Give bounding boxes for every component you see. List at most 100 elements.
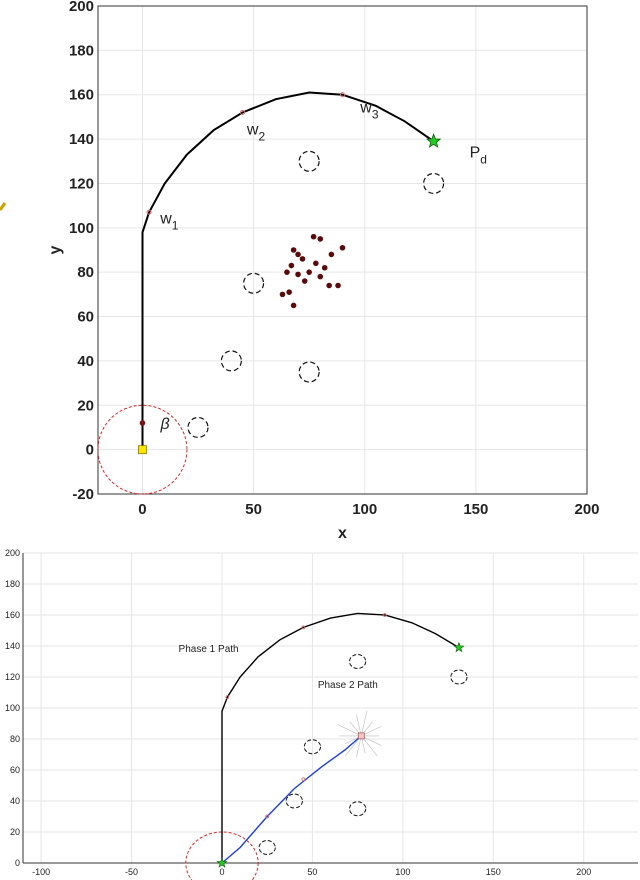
y-tick-label: 60: [10, 765, 20, 775]
x-tick-label: -50: [125, 867, 138, 877]
waypoint-label-main: w: [359, 99, 372, 116]
obstacle-circle: [258, 840, 276, 855]
waypoint-label-main: w: [246, 122, 259, 139]
y-tick-label: 160: [5, 610, 20, 620]
sensor-ray: [356, 735, 362, 758]
phase-2-marker: [265, 814, 270, 819]
y-tick-label: 140: [5, 641, 20, 651]
swarm-agent-point: [279, 291, 286, 298]
y-tick-label: 180: [5, 579, 20, 589]
swarm-agent-point: [286, 289, 292, 295]
y-tick-label: 200: [5, 548, 20, 558]
swarm-agent-point: [326, 282, 332, 289]
waypoint-label-main: w: [159, 210, 172, 227]
swarm-agent-point: [317, 273, 324, 280]
goal-label: Pd: [470, 144, 487, 166]
goal-label-subscript: d: [480, 152, 487, 166]
y-tick-label: 0: [15, 858, 20, 868]
waypoint-marker: [301, 625, 306, 630]
y-tick-label: 160: [69, 87, 94, 104]
edge-artifact-mark: [0, 202, 7, 211]
obstacle-circle: [303, 739, 322, 755]
sensor-ray: [356, 714, 362, 736]
phase-2-path-label: Phase 2 Path: [318, 680, 378, 691]
beta-label: β: [159, 416, 169, 433]
plot-frame: [97, 5, 588, 495]
waypoint-label: w1: [159, 210, 179, 232]
swarm-agent-point: [299, 256, 306, 262]
obstacle-circle: [348, 654, 367, 669]
goal-star-marker: [425, 133, 442, 148]
y-tick-label: 40: [10, 796, 20, 806]
swarm-agent-point: [295, 271, 301, 278]
swarm-agent-point: [288, 262, 295, 269]
sensor-ray: [361, 726, 382, 737]
x-tick-label: 50: [307, 867, 317, 877]
waypoint-marker: [239, 109, 245, 115]
swarm-agent-point: [290, 247, 297, 253]
obstacle-circle: [187, 416, 209, 439]
waypoint-marker: [146, 209, 152, 215]
swarm-agent-point: [310, 233, 317, 240]
phase-2-path-line: [221, 735, 362, 864]
top-plot: 0 50 100 150 200 -20 0 20 40 60 80 100 120 140 160 180 2…: [0, 0, 600, 540]
beta-marker: [139, 420, 146, 426]
x-axis-label: x: [338, 525, 347, 540]
start-star-marker: [216, 857, 228, 868]
y-tick-label: 80: [77, 264, 94, 281]
x-tick-label: 100: [395, 867, 410, 877]
waypoint-label-subscript: 3: [372, 107, 379, 121]
y-tick-label: 0: [86, 442, 94, 459]
bottom-plot: -100 -50 0 50 100 150 200 0 20 40 60 80 100 120 140 160…: [5, 548, 638, 880]
swarm-agent-point: [301, 278, 308, 284]
y-tick-label: -20: [72, 486, 94, 503]
goal-label-main: P: [470, 144, 481, 161]
x-tick-label: 200: [576, 867, 591, 877]
y-tick-label: 100: [69, 220, 94, 237]
goal-star-marker: [453, 641, 465, 653]
x-tick-label: 0: [219, 867, 224, 877]
waypoint-marker: [382, 613, 387, 617]
obstacle-circle: [423, 172, 445, 195]
obstacle-circle: [450, 669, 468, 685]
x-tick-label: 50: [245, 501, 262, 518]
swarm-position-marker: [357, 732, 365, 740]
y-tick-label: 120: [69, 175, 94, 192]
waypoint-marker: [340, 92, 345, 98]
y-tick-label: 200: [69, 0, 94, 15]
phase-1-path-line: [221, 612, 460, 863]
y-tick-label: 140: [69, 131, 94, 148]
swarm-agent-point: [328, 251, 335, 258]
y-tick-label: 180: [69, 42, 94, 59]
obstacle-circle: [242, 272, 265, 294]
swarm-agent-point: [335, 282, 341, 289]
swarm-agent-point: [321, 264, 328, 271]
obstacle-circle: [285, 793, 303, 809]
x-tick-label: 0: [138, 501, 146, 518]
sensor-ray: [344, 735, 362, 757]
sensor-ray: [361, 735, 382, 746]
swarm-agent-point: [339, 244, 346, 251]
x-tick-label: 150: [463, 501, 488, 518]
planned-path-line: [141, 91, 435, 450]
y-tick-label: 40: [77, 353, 94, 370]
waypoint-label-subscript: 1: [172, 218, 179, 232]
phase-2-marker: [301, 777, 306, 782]
start-marker: [138, 445, 147, 455]
waypoint-label: w2: [246, 122, 266, 144]
y-axis-label: y: [47, 245, 64, 254]
swarm-agent-point: [313, 260, 319, 267]
obstacle-circle: [348, 801, 367, 817]
y-tick-label: 80: [10, 734, 20, 744]
y-tick-label: 20: [77, 397, 94, 414]
swarm-agent-point: [284, 269, 290, 275]
sensor-ray: [360, 710, 368, 736]
y-tick-label: 100: [5, 703, 20, 713]
sensing-range-circle: [97, 404, 188, 495]
waypoint-marker: [225, 695, 230, 700]
sensor-ray: [361, 735, 378, 757]
obstacle-circle: [220, 350, 242, 372]
x-tick-label: -100: [32, 867, 50, 877]
sensor-ray: [337, 724, 362, 737]
y-tick-label: 120: [5, 672, 20, 682]
